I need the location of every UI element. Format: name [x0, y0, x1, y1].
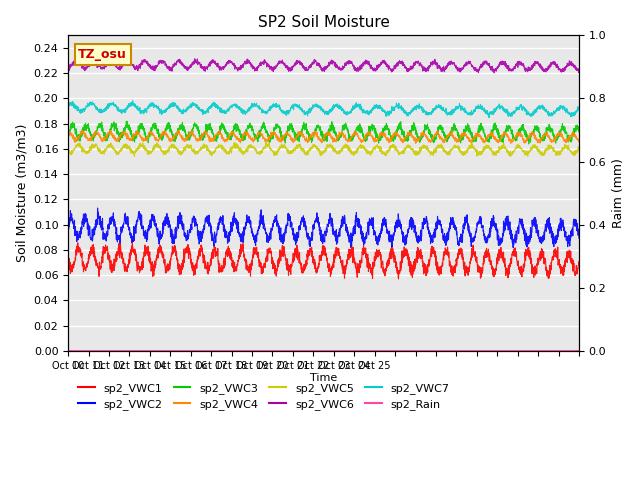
Text: TZ_osu: TZ_osu — [78, 48, 127, 61]
Y-axis label: Soil Moisture (m3/m3): Soil Moisture (m3/m3) — [15, 124, 28, 262]
Title: SP2 Soil Moisture: SP2 Soil Moisture — [258, 15, 390, 30]
Legend: sp2_VWC1, sp2_VWC2, sp2_VWC3, sp2_VWC4, sp2_VWC5, sp2_VWC6, sp2_VWC7, sp2_Rain: sp2_VWC1, sp2_VWC2, sp2_VWC3, sp2_VWC4, … — [74, 378, 454, 415]
X-axis label: Time: Time — [310, 373, 337, 384]
Y-axis label: Raim (mm): Raim (mm) — [612, 158, 625, 228]
